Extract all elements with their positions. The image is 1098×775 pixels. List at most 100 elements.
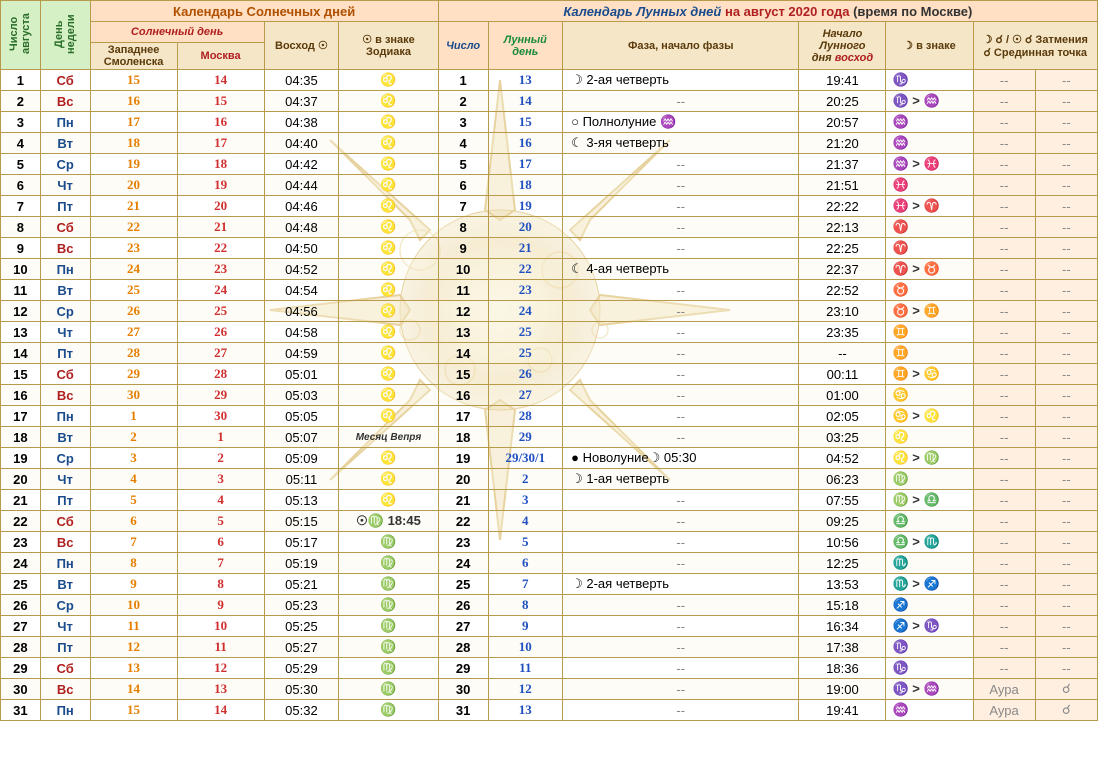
- ecl1: --: [973, 469, 1035, 490]
- ecl2: --: [1035, 574, 1097, 595]
- solar-moscow: 5: [177, 511, 264, 532]
- ecl2: --: [1035, 448, 1097, 469]
- phase-cell: --: [563, 427, 799, 448]
- phase-cell: --: [563, 679, 799, 700]
- moon-sign: ♓: [886, 175, 973, 196]
- day-num: 17: [1, 406, 41, 427]
- day-num: 20: [1, 469, 41, 490]
- lunar-num: 30: [438, 679, 488, 700]
- day-num: 10: [1, 259, 41, 280]
- solar-smolensk: 30: [90, 385, 177, 406]
- sunrise: 05:17: [264, 532, 339, 553]
- ecl2: --: [1035, 469, 1097, 490]
- solar-moscow: 8: [177, 574, 264, 595]
- table-row: 1Сб151404:35♌113☽ 2-ая четверть19:41♑---…: [1, 70, 1098, 91]
- moon-sign: ♒: [886, 112, 973, 133]
- moonrise: --: [799, 343, 886, 364]
- ecl1: --: [973, 133, 1035, 154]
- lunar-num: 22: [438, 511, 488, 532]
- solar-moscow: 6: [177, 532, 264, 553]
- moonrise: 17:38: [799, 637, 886, 658]
- solar-smolensk: 23: [90, 238, 177, 259]
- ecl2: ☌: [1035, 700, 1097, 721]
- dow: Сб: [40, 511, 90, 532]
- dow: Сб: [40, 658, 90, 679]
- sunrise: 05:23: [264, 595, 339, 616]
- day-num: 4: [1, 133, 41, 154]
- day-num: 16: [1, 385, 41, 406]
- sunrise: 05:21: [264, 574, 339, 595]
- ecl1: --: [973, 406, 1035, 427]
- moonrise: 23:35: [799, 322, 886, 343]
- solar-moscow: 13: [177, 679, 264, 700]
- solar-moscow: 12: [177, 658, 264, 679]
- moon-sign: ♏ > ♐: [886, 574, 973, 595]
- lunar-num: 2: [438, 91, 488, 112]
- moonrise: 18:36: [799, 658, 886, 679]
- moonrise: 16:34: [799, 616, 886, 637]
- lunar-num: 21: [438, 490, 488, 511]
- table-row: 8Сб222104:48♌820--22:13♈----: [1, 217, 1098, 238]
- dow: Сб: [40, 217, 90, 238]
- lunar-day: 4: [488, 511, 563, 532]
- sunrise: 05:09: [264, 448, 339, 469]
- ecl2: --: [1035, 301, 1097, 322]
- sunrise: 04:37: [264, 91, 339, 112]
- solar-moscow: 19: [177, 175, 264, 196]
- sunrise: 05:03: [264, 385, 339, 406]
- table-row: 28Пт121105:27♍2810--17:38♑----: [1, 637, 1098, 658]
- moon-sign: ♑: [886, 70, 973, 91]
- lunar-day: 15: [488, 112, 563, 133]
- lunar-num: 23: [438, 532, 488, 553]
- solar-moscow: 30: [177, 406, 264, 427]
- solar-moscow: 18: [177, 154, 264, 175]
- lunar-num: 31: [438, 700, 488, 721]
- ecl1: --: [973, 343, 1035, 364]
- ecl2: --: [1035, 259, 1097, 280]
- lunar-num: 5: [438, 154, 488, 175]
- day-num: 22: [1, 511, 41, 532]
- dow: Вт: [40, 574, 90, 595]
- solar-smolensk: 20: [90, 175, 177, 196]
- ecl1: --: [973, 238, 1035, 259]
- moonrise: 22:37: [799, 259, 886, 280]
- solar-moscow: 1: [177, 427, 264, 448]
- ecl2: --: [1035, 532, 1097, 553]
- moonrise: 07:55: [799, 490, 886, 511]
- solar-moscow: 24: [177, 280, 264, 301]
- ecl2: --: [1035, 595, 1097, 616]
- solar-smolensk: 19: [90, 154, 177, 175]
- table-row: 15Сб292805:01♌1526--00:11♊ > ♋----: [1, 364, 1098, 385]
- ecl1: --: [973, 280, 1035, 301]
- table-row: 22Сб6505:15☉♍ 18:45224--09:25♎----: [1, 511, 1098, 532]
- hdr-sunsign: ☉ в знаке Зодиака: [339, 22, 439, 70]
- table-row: 26Ср10905:23♍268--15:18♐----: [1, 595, 1098, 616]
- ecl1: --: [973, 574, 1035, 595]
- solar-smolensk: 15: [90, 70, 177, 91]
- hdr-moonsign: ☽ в знаке: [886, 22, 973, 70]
- lunar-day: 12: [488, 679, 563, 700]
- lunar-num: 24: [438, 553, 488, 574]
- dow: Вт: [40, 427, 90, 448]
- solar-smolensk: 26: [90, 301, 177, 322]
- dow: Пт: [40, 196, 90, 217]
- table-row: 21Пт5405:13♌213--07:55♍ > ♎----: [1, 490, 1098, 511]
- lunar-day: 2: [488, 469, 563, 490]
- ecl2: --: [1035, 364, 1097, 385]
- phase-cell: --: [563, 553, 799, 574]
- moonrise: 20:57: [799, 112, 886, 133]
- table-row: 13Чт272604:58♌1325--23:35♊----: [1, 322, 1098, 343]
- phase-cell: --: [563, 637, 799, 658]
- solar-smolensk: 24: [90, 259, 177, 280]
- sun-zodiac: ♌: [339, 469, 439, 490]
- ecl2: --: [1035, 70, 1097, 91]
- ecl1: --: [973, 511, 1035, 532]
- lunar-num: 19: [438, 448, 488, 469]
- lunar-day: 28: [488, 406, 563, 427]
- day-num: 6: [1, 175, 41, 196]
- dow: Пт: [40, 343, 90, 364]
- lunar-day: 13: [488, 70, 563, 91]
- sunrise: 04:42: [264, 154, 339, 175]
- moon-sign: ♈: [886, 217, 973, 238]
- moonrise: 13:53: [799, 574, 886, 595]
